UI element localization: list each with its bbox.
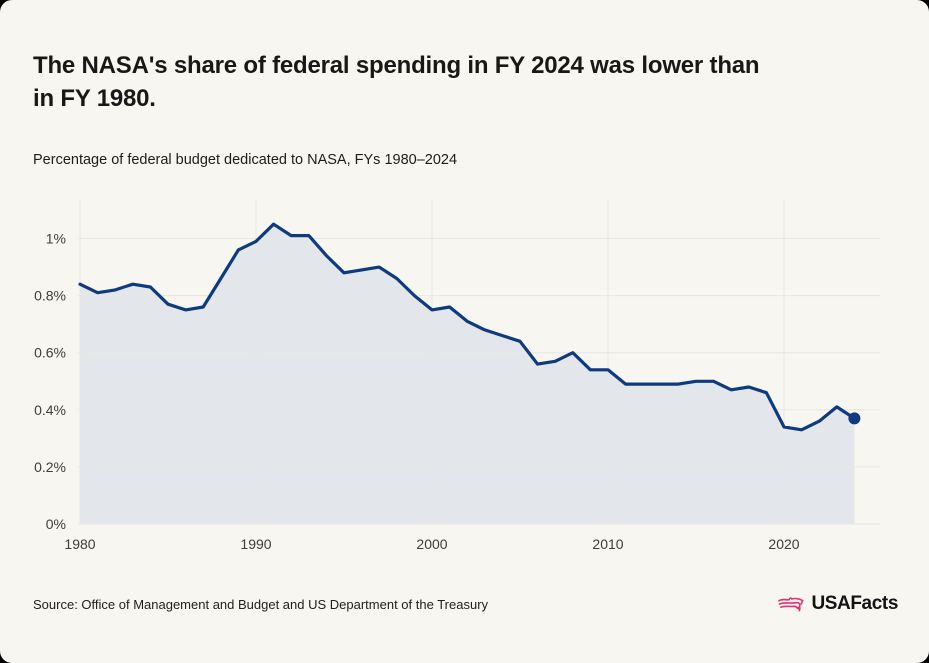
usafacts-logo-text: USAFacts — [811, 593, 898, 614]
chart-headline-line-2: in FY 1980. — [33, 85, 156, 112]
chart-area — [80, 224, 855, 524]
y-axis-labels: 0% 0.2% 0.4% 0.6% 0.8% 1% — [34, 231, 66, 533]
x-axis-tick-label: 2020 — [768, 536, 799, 552]
y-axis-tick-label: 1% — [46, 231, 66, 247]
chart-line — [78, 222, 856, 432]
x-axis-tick-label: 2000 — [416, 536, 447, 552]
y-axis-tick-label: 0% — [46, 516, 66, 532]
x-axis-labels: 1980 1990 2000 2010 2020 — [64, 536, 799, 552]
x-axis-tick-label: 2010 — [592, 536, 623, 552]
y-axis-tick-label: 0.8% — [34, 288, 66, 304]
usafacts-map-icon — [778, 597, 805, 612]
y-axis-tick-label: 0.6% — [34, 345, 66, 361]
chart-subtitle: Percentage of federal budget dedicated t… — [33, 152, 458, 168]
x-axis-tick-label: 1990 — [240, 536, 271, 552]
x-axis-tick-label: 1980 — [64, 536, 95, 552]
chart-endpoint-dot — [848, 412, 861, 425]
nasa-share-area-chart: 0% 0.2% 0.4% 0.6% 0.8% 1% 1980 1990 2000 2010 2020 — [34, 200, 880, 552]
y-axis-tick-label: 0.2% — [34, 459, 66, 475]
chart-headline: The NASA's share of federal spending in … — [33, 49, 760, 115]
usafacts-logo: USAFacts — [777, 590, 898, 618]
y-axis-tick-label: 0.4% — [34, 402, 66, 418]
chart-headline-line-1: The NASA's share of federal spending in … — [33, 52, 760, 79]
source-attribution: Source: Office of Management and Budget … — [33, 597, 489, 612]
